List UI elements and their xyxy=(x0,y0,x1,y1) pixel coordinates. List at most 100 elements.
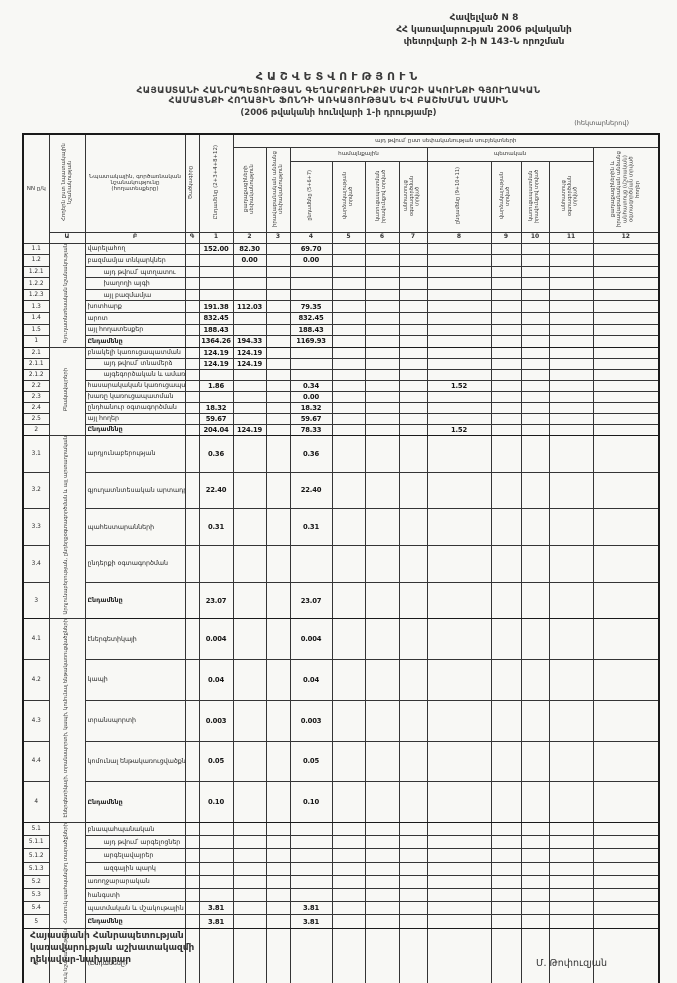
value-cell xyxy=(592,888,660,903)
value-cell xyxy=(426,390,492,403)
value-cell xyxy=(289,357,333,370)
value-cell xyxy=(520,861,550,876)
value-cell xyxy=(520,699,550,742)
table-row: 1.3 խոտհարք 191.38 112.03 79.35 xyxy=(22,300,660,313)
table-row: 1.4 արոտ 832.45 832.45 xyxy=(22,312,660,325)
value-cell xyxy=(490,423,522,436)
value-cell xyxy=(331,390,366,403)
code-cell xyxy=(184,390,200,403)
value-cell xyxy=(198,888,234,903)
signer-title-line: Հայաստանի Հանրապետության xyxy=(30,931,184,941)
value-cell xyxy=(265,265,291,279)
value-cell xyxy=(331,368,366,381)
value-cell xyxy=(548,914,594,929)
value-cell xyxy=(548,401,594,414)
value-cell xyxy=(364,874,400,890)
value-cell xyxy=(520,544,550,583)
value-cell xyxy=(265,914,291,929)
value-cell xyxy=(490,288,522,302)
value-cell xyxy=(289,927,333,983)
value-cell xyxy=(548,835,594,850)
value-cell xyxy=(398,254,428,267)
value-cell xyxy=(398,471,428,510)
value-cell xyxy=(198,288,234,302)
value-cell xyxy=(265,357,291,370)
land-type-cell: այլ հողեր xyxy=(84,412,186,425)
value-cell xyxy=(398,848,428,863)
row-number-cell: 2.4 xyxy=(22,401,50,414)
value-cell: 152.00 xyxy=(198,242,234,256)
value-cell xyxy=(265,927,291,983)
value-cell: 0.05 xyxy=(289,740,333,783)
value-cell xyxy=(331,379,366,392)
value-cell xyxy=(364,914,400,929)
value-cell xyxy=(398,312,428,325)
category-cell: Գյուղատնտեսական նշանակության xyxy=(48,242,86,348)
table-row: 6 Հատուկ նշանակության (Ընդամենը) xyxy=(22,927,660,983)
value-cell xyxy=(426,288,492,302)
value-cell xyxy=(520,508,550,546)
value-cell xyxy=(548,412,594,425)
value-cell xyxy=(232,368,267,381)
category-cell: Բնակավայրերի xyxy=(48,346,86,436)
value-cell xyxy=(364,288,400,302)
value-cell: 832.45 xyxy=(289,312,333,325)
land-type-cell: Ընդամենը xyxy=(84,581,186,620)
value-cell xyxy=(364,659,400,701)
value-cell xyxy=(331,335,366,348)
row-number-cell: 1.2.3 xyxy=(22,288,50,302)
value-cell xyxy=(592,288,660,302)
value-cell: 3.81 xyxy=(198,914,234,929)
value-cell xyxy=(520,254,550,267)
code-cell xyxy=(184,508,200,546)
value-cell xyxy=(232,888,267,903)
value-cell: 0.36 xyxy=(198,434,234,473)
land-type-cell: տրանսպորտի xyxy=(84,699,186,742)
value-cell: 124.19 xyxy=(232,357,267,370)
value-cell xyxy=(331,242,366,256)
value-cell xyxy=(520,423,550,436)
value-cell: 0.10 xyxy=(198,781,234,823)
land-type-cell: այդ թվում՝ պտղատու xyxy=(84,265,186,279)
value-cell xyxy=(289,848,333,863)
value-cell xyxy=(398,888,428,903)
value-cell xyxy=(426,781,492,823)
value-cell: 59.67 xyxy=(198,412,234,425)
value-cell xyxy=(331,312,366,325)
table-row: 1.2.1 այդ թվում՝ պտղատու xyxy=(22,265,660,279)
land-type-cell: էներգետիկայի xyxy=(84,618,186,661)
value-cell xyxy=(520,323,550,337)
value-cell xyxy=(364,368,400,381)
value-cell xyxy=(490,581,522,620)
value-cell xyxy=(364,390,400,403)
value-cell xyxy=(592,901,660,916)
value-cell xyxy=(592,508,660,546)
table-row: 4.2 կապի 0.04 0.04 xyxy=(22,659,660,701)
value-cell xyxy=(490,821,522,837)
value-cell xyxy=(548,379,594,392)
value-cell xyxy=(592,277,660,290)
value-cell xyxy=(398,821,428,837)
value-cell xyxy=(331,581,366,620)
value-cell xyxy=(548,265,594,279)
value-cell xyxy=(331,357,366,370)
value-cell xyxy=(265,288,291,302)
value-cell xyxy=(398,508,428,546)
value-cell xyxy=(548,861,594,876)
value-cell xyxy=(364,412,400,425)
value-cell xyxy=(364,848,400,863)
value-cell xyxy=(364,835,400,850)
value-cell xyxy=(398,335,428,348)
value-cell xyxy=(289,368,333,381)
land-type-cell: խոտհարք xyxy=(84,300,186,313)
value-cell xyxy=(426,242,492,256)
value-cell xyxy=(520,740,550,783)
report-title: ՀԱՇՎԵՏՎՈՒԹՅՈՒՆ xyxy=(255,70,422,83)
code-cell xyxy=(184,848,200,863)
value-cell xyxy=(265,821,291,837)
value-cell xyxy=(490,346,522,359)
value-cell xyxy=(265,401,291,414)
value-cell xyxy=(265,699,291,742)
land-type-cell: ազգային պարկ xyxy=(84,861,186,876)
col-header-legal-entities: իրավաբանական անձանց սեփականություն xyxy=(265,146,291,233)
